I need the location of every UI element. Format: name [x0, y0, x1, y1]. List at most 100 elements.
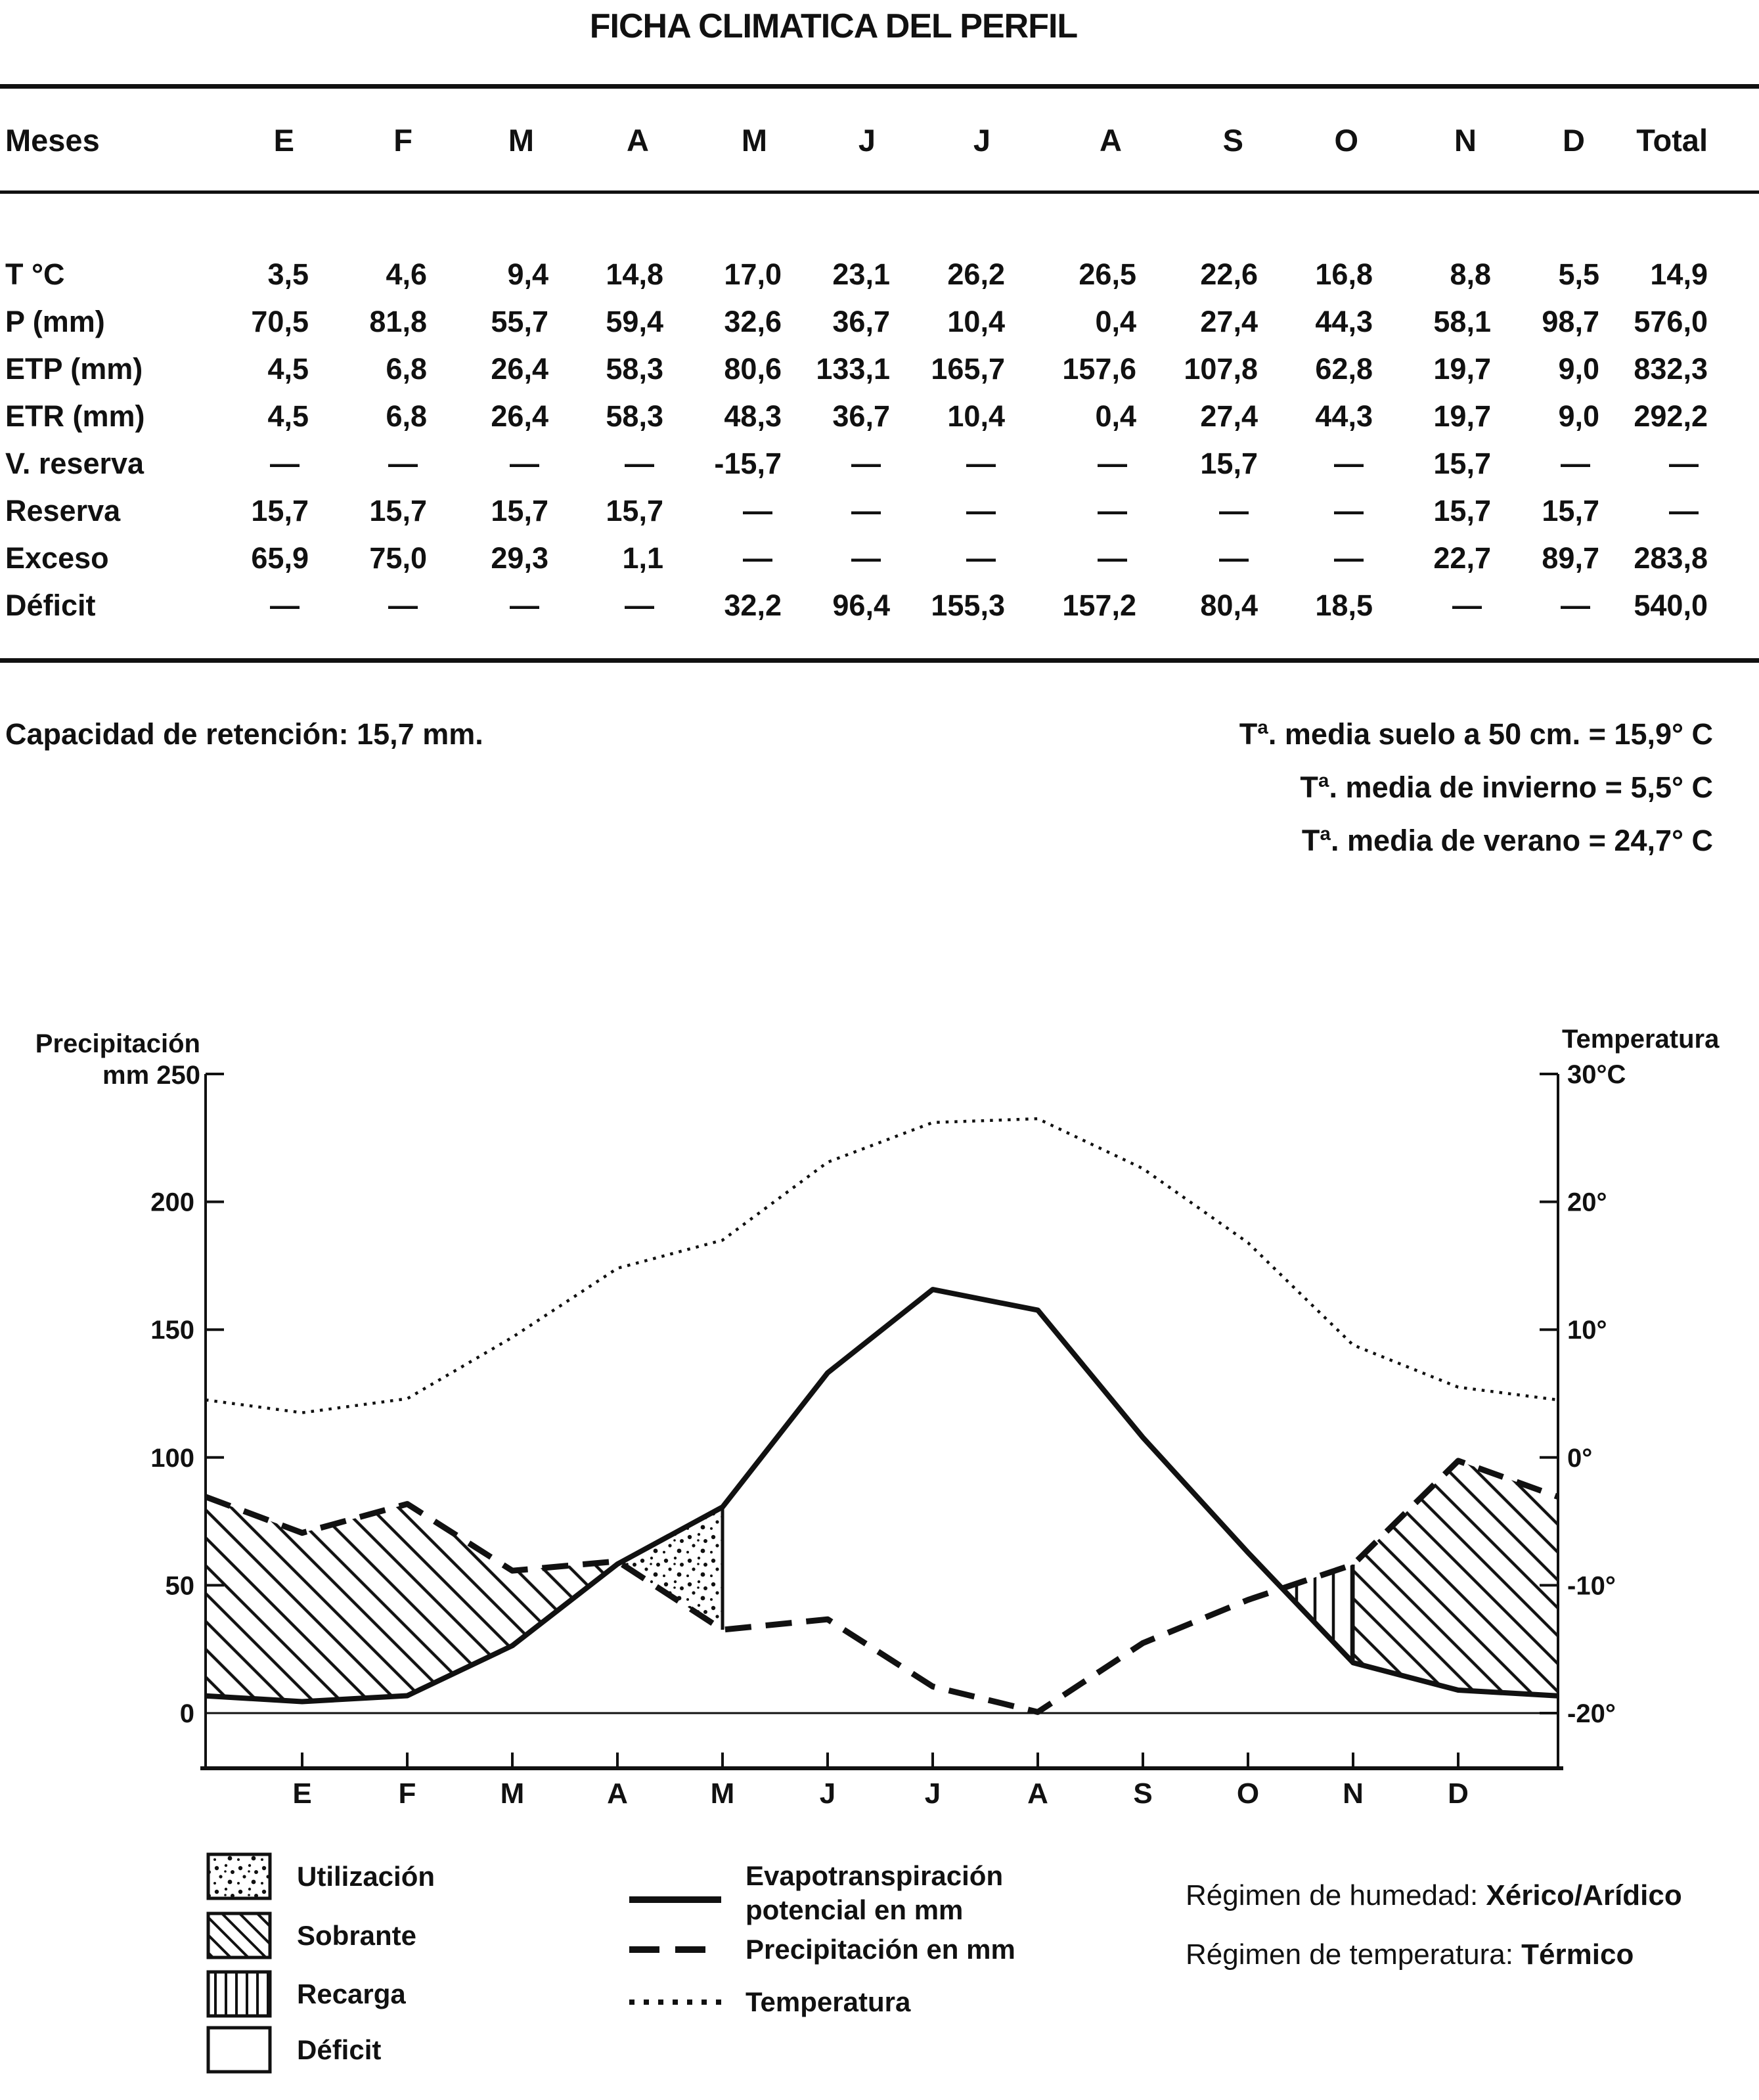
- cell-r4-c10: 15,7: [1433, 447, 1491, 480]
- legend-line-label-1-0: Precipitación en mm: [746, 1934, 1015, 1965]
- cell-r3-c1: 6,8: [386, 399, 427, 433]
- legend-swatch-none: [206, 2026, 272, 2074]
- month-label-3: A: [607, 1777, 628, 1810]
- cell-r0-c5: 23,1: [832, 257, 890, 291]
- cell-r5-c10: 15,7: [1433, 494, 1491, 527]
- cell-r5-c4: —: [743, 494, 772, 527]
- table-row-exceso: Exceso 65,9 75,0 29,3 1,1 — — — — — — 22,7 89,7 283,8: [0, 535, 1708, 582]
- cell-r0-c3: 14,8: [606, 257, 663, 291]
- cell-r5-c11: 15,7: [1542, 494, 1599, 527]
- climograph: 0 50 100 150 200 Precipitación mm 250 30°C 20° 10…: [0, 1012, 1759, 2100]
- cell-r4-c7: —: [1098, 447, 1127, 480]
- legend-swatch-diagonal: [206, 1911, 272, 1959]
- month-label-10: N: [1343, 1777, 1364, 1810]
- row-label: T °C: [5, 257, 65, 291]
- legend-label-0: Utilización: [297, 1861, 435, 1892]
- column-header-month-8: S: [1222, 123, 1243, 158]
- cell-r5-c2: 15,7: [491, 494, 548, 527]
- cell-r0-c1: 4,6: [386, 257, 427, 291]
- right-tick-label-3: 0°: [1567, 1444, 1592, 1473]
- table-row-etp-mm: ETP (mm) 4,5 6,8 26,4 58,3 80,6 133,1 165,7 157,…: [0, 346, 1708, 393]
- table-header-row: Meses E F M A M J J A S O N D Total: [0, 120, 1708, 162]
- cell-r3-c2: 26,4: [491, 399, 548, 433]
- month-label-6: J: [925, 1777, 941, 1810]
- cell-r0-c10: 8,8: [1450, 257, 1491, 291]
- area-sobrante-autumn: [1353, 1460, 1558, 1696]
- table-row-t-c: T °C 3,5 4,6 9,4 14,8 17,0 23,1 26,2 26,5 22,6 16,…: [0, 251, 1708, 298]
- right-tick-label-2: 10°: [1567, 1316, 1607, 1345]
- legend-swatch-vertical: [206, 1970, 272, 2018]
- retention-capacity-note: Capacidad de retención: 15,7 mm.: [5, 717, 483, 751]
- cell-r6-c5: —: [851, 541, 881, 575]
- cell-r5-c9: —: [1334, 494, 1364, 527]
- cell-r0-c2: 9,4: [507, 257, 548, 291]
- cell-r6-c3: 1,1: [622, 541, 663, 575]
- cell-r0-c7: 26,5: [1079, 257, 1136, 291]
- cell-r2-c8: 107,8: [1184, 352, 1258, 386]
- cell-r7-c9: 18,5: [1315, 589, 1373, 622]
- cell-r6-c7: —: [1098, 541, 1127, 575]
- cell-r6-c4: —: [743, 541, 772, 575]
- cell-r7-c11: —: [1561, 589, 1590, 622]
- legend-line-label-0-1: potencial en mm: [746, 1894, 963, 1925]
- table-row-p-mm: P (mm) 70,5 81,8 55,7 59,4 32,6 36,7 10,4 0,4 27,…: [0, 298, 1708, 346]
- left-tick-label-100: 100: [150, 1444, 194, 1473]
- cell-r2-c7: 157,6: [1062, 352, 1136, 386]
- cell-r4-c0: —: [270, 447, 300, 480]
- area-utilizacion: [619, 1507, 723, 1630]
- cell-r0-c12: 14,9: [1650, 257, 1708, 291]
- month-label-7: A: [1027, 1777, 1048, 1810]
- cell-r6-c2: 29,3: [491, 541, 548, 575]
- cell-r2-c2: 26,4: [491, 352, 548, 386]
- area-sobrante-winter: [206, 1496, 620, 1702]
- cell-r6-c1: 75,0: [369, 541, 427, 575]
- cell-r1-c9: 44,3: [1315, 305, 1373, 338]
- cell-r1-c3: 59,4: [606, 305, 663, 338]
- cell-r2-c1: 6,8: [386, 352, 427, 386]
- cell-r1-c4: 32,6: [724, 305, 782, 338]
- row-label: V. reserva: [5, 447, 145, 480]
- column-header-month-10: N: [1454, 123, 1477, 158]
- table-row-v-reserva: V. reserva — — — — -15,7 — — — 15,7 — 15,7 — —: [0, 440, 1708, 487]
- row-label: Déficit: [5, 589, 96, 622]
- divider-bottom: [0, 658, 1759, 663]
- cell-r3-c3: 58,3: [606, 399, 663, 433]
- month-label-5: J: [820, 1777, 835, 1810]
- temperature-curve: [205, 1117, 1559, 1414]
- table-row-d-ficit: Déficit — — — — 32,2 96,4 155,3 157,2 80,4 18,5 — — 5…: [0, 582, 1708, 629]
- month-label-4: M: [711, 1777, 735, 1810]
- cell-r7-c8: 80,4: [1200, 589, 1258, 622]
- month-label-2: M: [501, 1777, 525, 1810]
- cell-r2-c11: 9,0: [1558, 352, 1599, 386]
- climate-table: T °C 3,5 4,6 9,4 14,8 17,0 23,1 26,2 26,5 22,6 16,…: [0, 251, 1708, 629]
- month-label-11: D: [1448, 1777, 1469, 1810]
- right-tick-label-4: -10°: [1567, 1571, 1616, 1600]
- column-header-month-5: J: [858, 123, 876, 158]
- cell-r7-c3: —: [625, 589, 654, 622]
- soil-temp-note: Tª. media suelo a 50 cm. = 15,9° C: [1239, 717, 1713, 751]
- legend-swatch-stipple: [206, 1852, 272, 1900]
- column-header-month-1: F: [393, 123, 412, 158]
- right-tick-label-5: -20°: [1567, 1699, 1616, 1728]
- cell-r1-c12: 576,0: [1634, 305, 1708, 338]
- cell-r3-c6: 10,4: [947, 399, 1005, 433]
- precipitation-curve: [204, 1458, 1559, 1715]
- climograph-svg: 0 50 100 150 200 Precipitación mm 250 30°C 20° 10…: [35, 1025, 1720, 2074]
- left-tick-label-150: 150: [150, 1316, 194, 1345]
- cell-r6-c11: 89,7: [1542, 541, 1599, 575]
- cell-r0-c9: 16,8: [1315, 257, 1373, 291]
- cell-r1-c8: 27,4: [1200, 305, 1258, 338]
- legend-line-label-0-0: Evapotranspiración: [746, 1860, 1003, 1891]
- cell-r7-c7: 157,2: [1062, 589, 1136, 622]
- cell-r4-c4: -15,7: [714, 447, 782, 480]
- cell-r7-c2: —: [510, 589, 539, 622]
- cell-r3-c12: 292,2: [1634, 399, 1708, 433]
- month-label-9: O: [1237, 1777, 1259, 1810]
- cell-r4-c2: —: [510, 447, 539, 480]
- cell-r2-c12: 832,3: [1634, 352, 1708, 386]
- cell-r6-c0: 65,9: [251, 541, 309, 575]
- cell-r5-c1: 15,7: [369, 494, 427, 527]
- row-label: Reserva: [5, 494, 121, 527]
- month-label-1: F: [399, 1777, 416, 1810]
- summer-temp-note: Tª. media de verano = 24,7° C: [1301, 824, 1713, 857]
